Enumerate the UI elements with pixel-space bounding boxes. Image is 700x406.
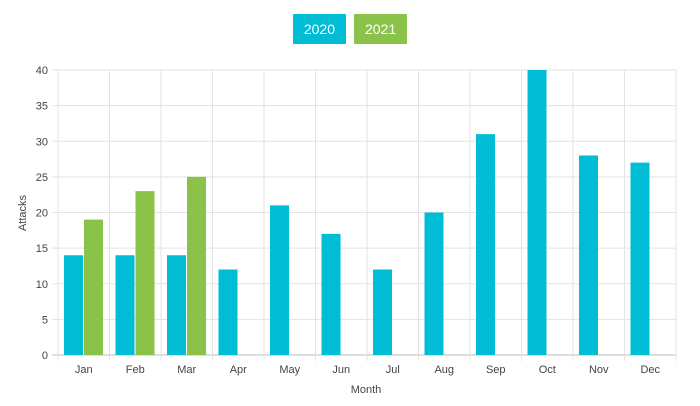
x-tick-label: Dec: [640, 364, 660, 376]
y-tick-label: 35: [36, 101, 48, 113]
bar-2021-mar[interactable]: [187, 176, 206, 355]
x-tick-label: Jun: [332, 364, 350, 376]
x-tick-label: May: [279, 364, 300, 376]
x-tick-label: Sep: [486, 364, 506, 376]
x-tick-label: Apr: [230, 364, 247, 376]
x-tick-label: Nov: [589, 364, 609, 376]
y-tick-label: 0: [42, 350, 48, 362]
bar-2020-dec[interactable]: [630, 162, 650, 355]
legend: 2020 2021: [0, 14, 700, 44]
x-tick-label: Jan: [75, 364, 93, 376]
y-axis-label: Attacks: [17, 194, 29, 231]
bar-2020-sep[interactable]: [476, 134, 495, 355]
grid: [52, 69, 677, 361]
x-tick-label: Mar: [177, 364, 196, 376]
y-tick-label: 10: [36, 279, 48, 291]
bar-2021-jan[interactable]: [84, 219, 103, 355]
bar-2021-feb[interactable]: [135, 191, 155, 355]
bars: [64, 70, 650, 355]
bar-2020-may[interactable]: [270, 205, 289, 355]
x-tick-label: Feb: [126, 364, 145, 376]
bar-2020-feb[interactable]: [115, 255, 135, 355]
y-tick-label: 20: [36, 208, 48, 220]
legend-item-2021[interactable]: 2021: [354, 14, 408, 44]
bar-2020-aug[interactable]: [424, 212, 444, 356]
y-tick-label: 5: [42, 314, 48, 326]
bar-2020-jul[interactable]: [373, 269, 392, 356]
bar-2020-mar[interactable]: [167, 255, 186, 355]
y-tick-label: 30: [36, 136, 48, 148]
y-tick-label: 25: [36, 172, 48, 184]
bar-2020-nov[interactable]: [579, 155, 598, 356]
ticks: 0 5 10 15 20 25 30 35 40 Jan Feb Mar Apr May Jun Jul Aug…: [36, 65, 661, 376]
bar-2020-jan[interactable]: [64, 255, 83, 355]
x-tick-label: Jul: [386, 364, 400, 376]
y-tick-label: 15: [36, 243, 48, 255]
bar-2020-oct[interactable]: [527, 70, 547, 355]
x-tick-label: Aug: [434, 364, 454, 376]
bar-2020-apr[interactable]: [218, 269, 238, 356]
legend-item-2020[interactable]: 2020: [292, 14, 346, 44]
x-axis-label: Month: [351, 384, 382, 396]
bar-2020-jun[interactable]: [321, 233, 341, 355]
x-tick-label: Oct: [539, 364, 556, 376]
y-tick-label: 40: [36, 65, 48, 77]
